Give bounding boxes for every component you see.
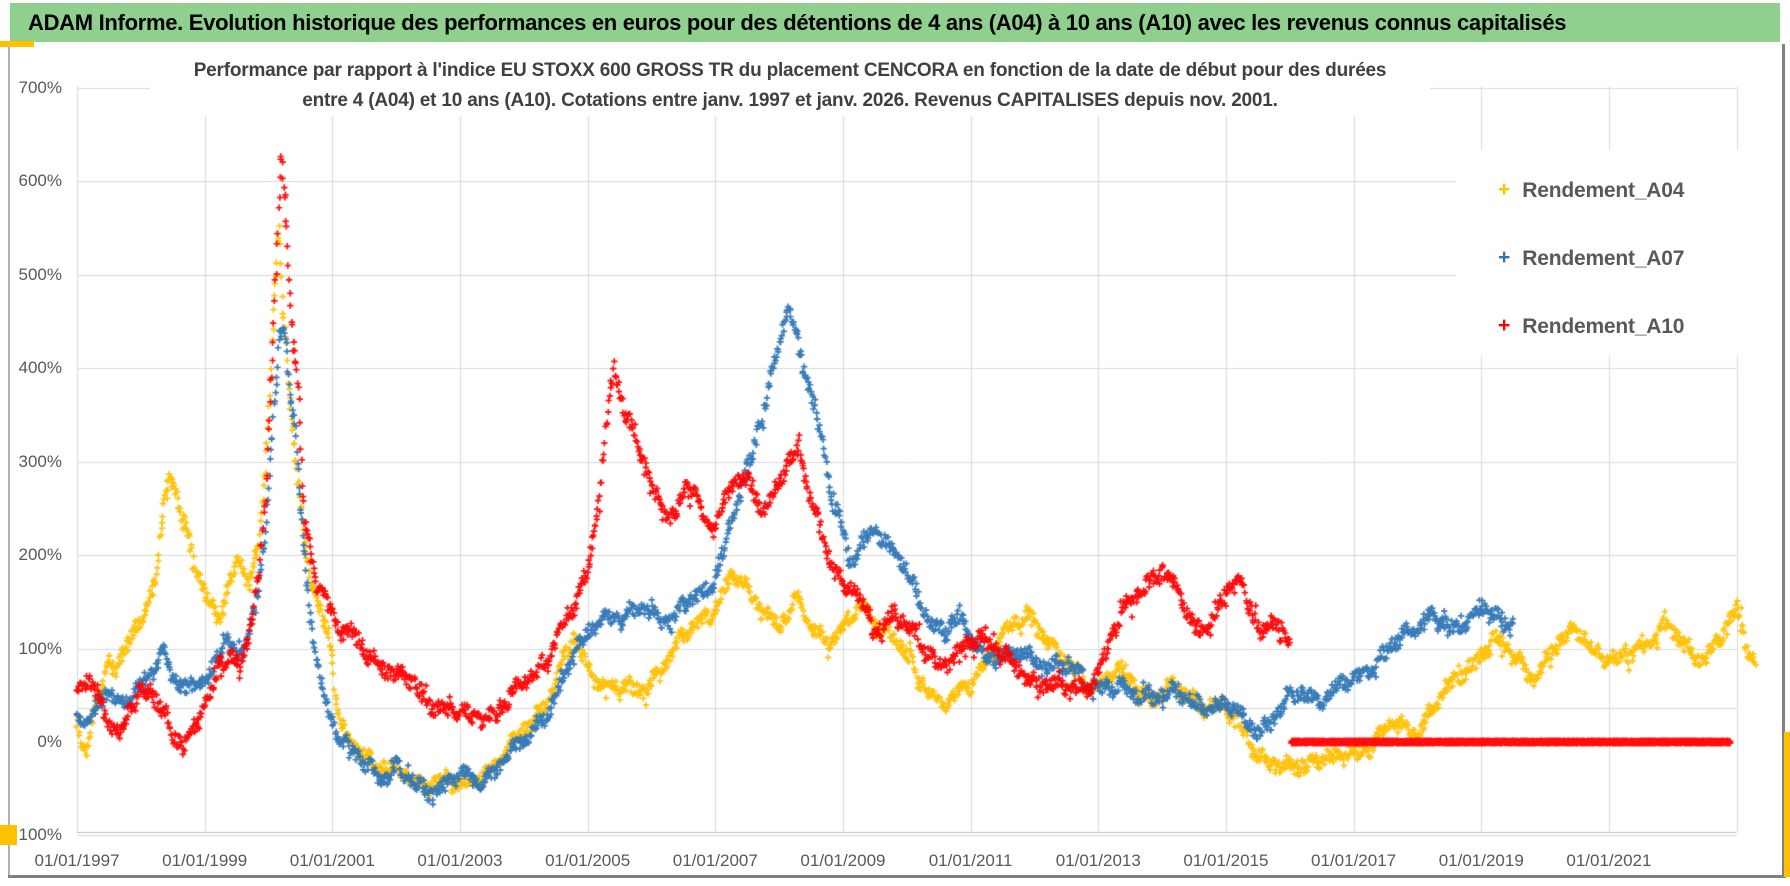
- bottom-border-line: [8, 875, 1786, 878]
- left-border-line: [8, 44, 10, 876]
- chart-title-line2: entre 4 (A04) et 10 ans (A10). Cotations…: [302, 90, 1278, 111]
- bottom-right-accent-bar: [1784, 732, 1790, 877]
- bottom-left-accent-mark: [0, 825, 17, 845]
- plus-marker-icon: +: [1498, 314, 1511, 337]
- header-banner: ADAM Informe. Evolution historique des p…: [10, 3, 1780, 42]
- legend-label: Rendement_A07: [1522, 247, 1685, 270]
- x-tick-label: 01/01/2017: [1311, 851, 1397, 870]
- y-tick-label: 100%: [18, 638, 62, 658]
- legend-item-a07: + Rendement_A07: [1498, 240, 1684, 276]
- right-border-line: [1782, 44, 1785, 876]
- header-title: ADAM Informe. Evolution historique des p…: [28, 9, 1567, 35]
- y-tick-label: - 100%: [8, 825, 62, 845]
- y-tick-label: 600%: [18, 171, 62, 191]
- x-tick-label: 01/01/2013: [1055, 851, 1141, 870]
- y-tick-label: 0%: [37, 732, 62, 751]
- legend-item-a10: + Rendement_A10: [1498, 308, 1684, 344]
- y-tick-label: 300%: [18, 451, 62, 471]
- x-tick-label: 01/01/2001: [289, 851, 375, 870]
- x-tick-label: 01/01/2015: [1183, 851, 1269, 870]
- y-tick-label: 200%: [18, 545, 62, 565]
- x-tick-label: 01/01/1997: [34, 851, 120, 870]
- plus-marker-icon: +: [1498, 246, 1511, 269]
- legend: + Rendement_A04 + Rendement_A07 + Rendement…: [1456, 150, 1786, 355]
- legend-item-a04: + Rendement_A04: [1498, 172, 1684, 208]
- x-tick-label: 01/01/2021: [1566, 851, 1652, 870]
- top-left-accent-mark: [0, 41, 34, 47]
- legend-label: Rendement_A04: [1522, 179, 1685, 202]
- plus-marker-icon: +: [1498, 178, 1511, 201]
- x-tick-label: 01/01/1999: [162, 851, 248, 870]
- chart-title: Performance par rapport à l'indice EU ST…: [150, 56, 1430, 116]
- x-tick-label: 01/01/2011: [928, 851, 1013, 870]
- y-tick-label: 700%: [18, 77, 62, 97]
- legend-label: Rendement_A10: [1522, 315, 1685, 338]
- x-tick-label: 01/01/2005: [545, 851, 631, 870]
- x-tick-label: 01/01/2019: [1438, 851, 1524, 870]
- x-tick-label: 01/01/2007: [672, 851, 758, 870]
- x-tick-label: 01/01/2009: [800, 851, 886, 870]
- x-tick-label: 01/01/2003: [417, 851, 503, 870]
- y-tick-label: 400%: [18, 358, 62, 378]
- y-tick-label: 500%: [18, 264, 62, 284]
- chart-title-line1: Performance par rapport à l'indice EU ST…: [193, 60, 1387, 81]
